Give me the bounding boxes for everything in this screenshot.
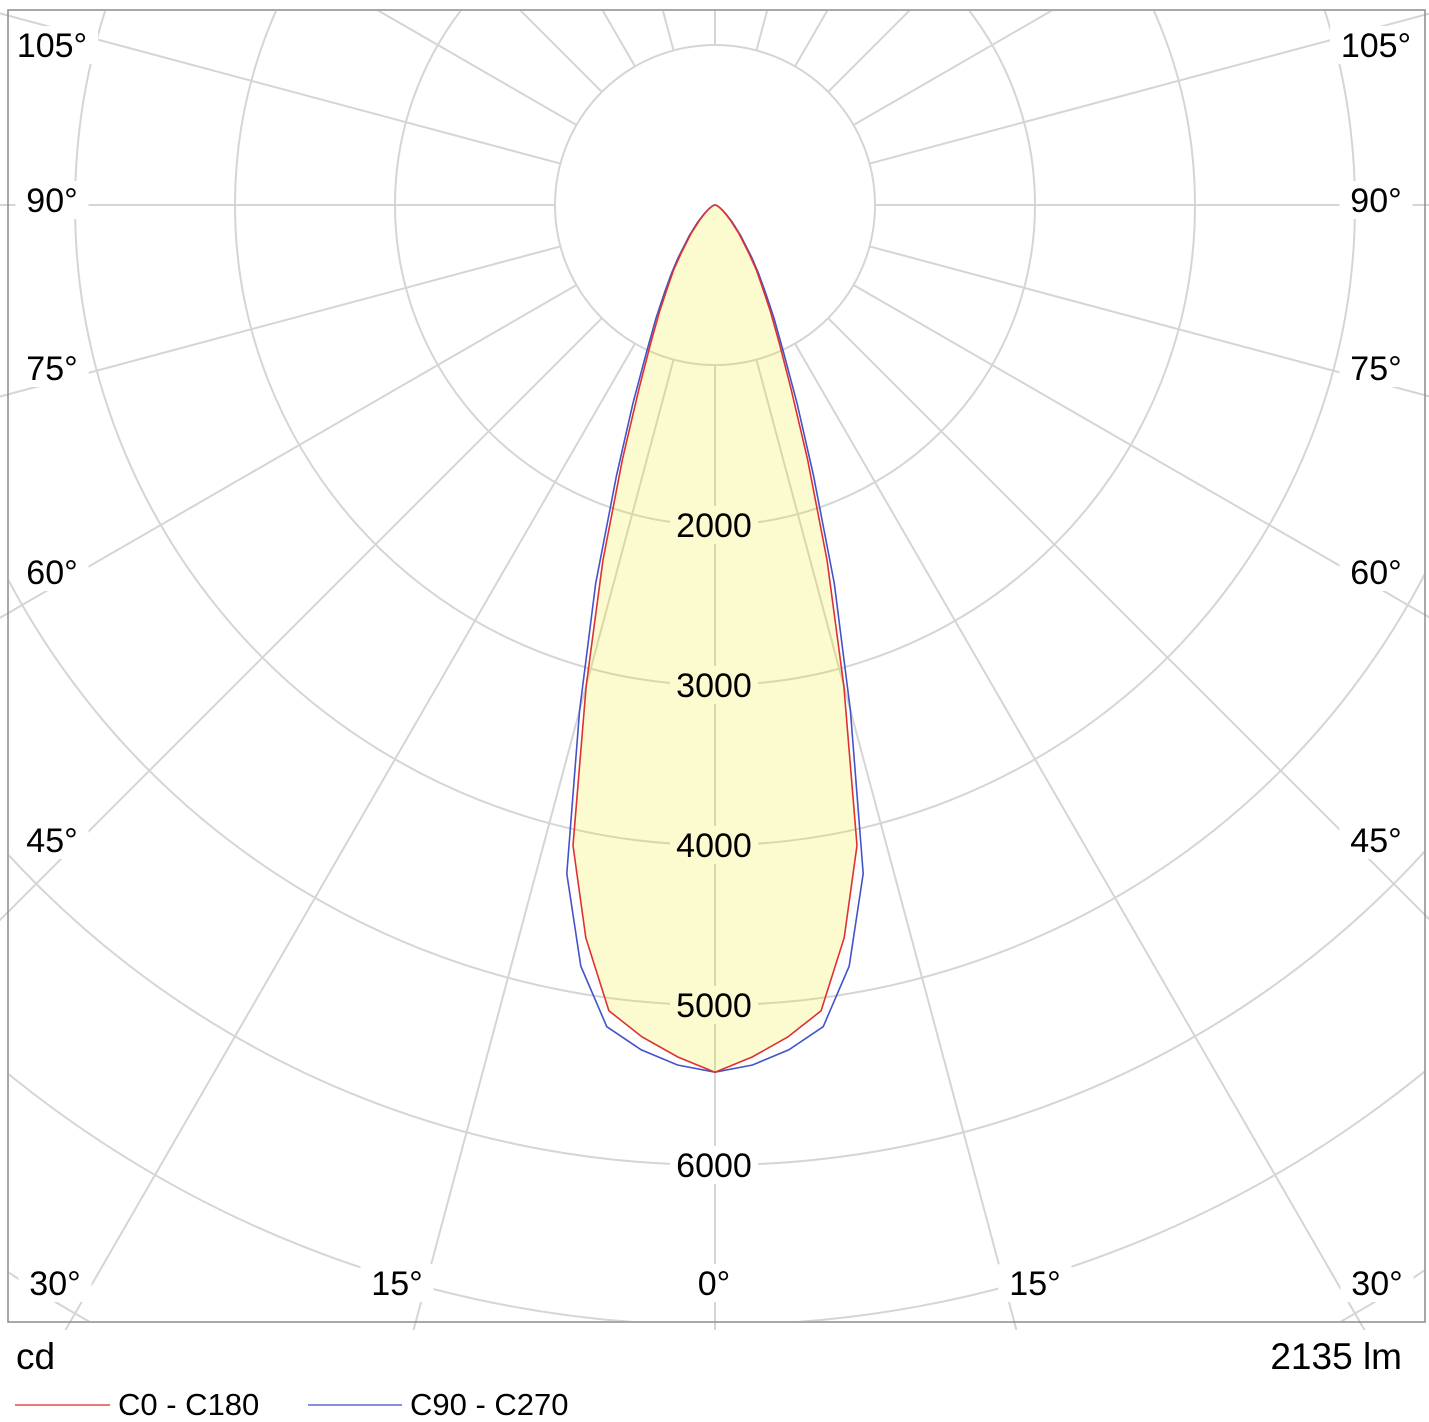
ring-value-labels: 2000 3000 4000 5000 6000 bbox=[670, 506, 758, 1185]
ring-label: 2000 bbox=[676, 507, 752, 545]
polar-chart-svg: 20003000400050006000105°90°75°60°45°105°… bbox=[0, 9, 1429, 1330]
angle-label: 90° bbox=[26, 182, 77, 220]
legend-label-c0-c180: C0 - C180 bbox=[118, 1387, 260, 1422]
curve-c0-c180 bbox=[572, 204, 858, 1074]
angle-label: 45° bbox=[26, 822, 77, 860]
angle-label: 45° bbox=[1350, 822, 1401, 860]
plot-border bbox=[7, 9, 1426, 1323]
ring-label: 4000 bbox=[676, 827, 752, 865]
angle-label: 15° bbox=[371, 1265, 422, 1303]
angle-label-backing bbox=[15, 821, 89, 859]
angle-label-backing bbox=[18, 1264, 92, 1302]
angle-label: 15° bbox=[1009, 1265, 1060, 1303]
angle-label: 60° bbox=[1350, 554, 1401, 592]
angle-label: 60° bbox=[26, 554, 77, 592]
angle-label: 105° bbox=[17, 27, 87, 65]
angle-label: 0° bbox=[698, 1265, 731, 1303]
angle-label-backing bbox=[1339, 349, 1413, 387]
angle-label: 30° bbox=[1351, 1265, 1402, 1303]
ring-label: 5000 bbox=[676, 987, 752, 1025]
angle-label-backing bbox=[15, 553, 89, 591]
angle-label-backing bbox=[1340, 1264, 1414, 1302]
angle-label-backing bbox=[15, 349, 89, 387]
angle-label: 75° bbox=[26, 350, 77, 388]
ring-label-backing bbox=[670, 986, 758, 1024]
units-label: cd bbox=[16, 1336, 56, 1377]
angle-label-backing bbox=[687, 1264, 741, 1302]
angle-label-backing bbox=[1330, 26, 1422, 64]
angle-label-backing bbox=[1339, 553, 1413, 591]
luminous-flux-value: 2135 lm bbox=[1270, 1336, 1402, 1377]
angle-label-backing bbox=[6, 26, 98, 64]
legend: C0 - C180 C90 - C270 bbox=[0, 1388, 1429, 1422]
ring-label-backing bbox=[670, 826, 758, 864]
angle-label: 30° bbox=[29, 1265, 80, 1303]
angle-label-backing bbox=[1339, 821, 1413, 859]
legend-swatch-c0-c180-line bbox=[15, 1404, 110, 1406]
ring-label-backing bbox=[670, 506, 758, 544]
angle-label-backing bbox=[998, 1264, 1072, 1302]
angle-label: 105° bbox=[1341, 27, 1411, 65]
ring-label: 6000 bbox=[676, 1147, 752, 1185]
angle-label-backing bbox=[360, 1264, 434, 1302]
ring-label-backing bbox=[670, 1146, 758, 1184]
ring-label: 3000 bbox=[676, 667, 752, 705]
polar-photometric-chart: 2000 3000 4000 5000 6000 105° 90° 75° 60° 45° 105°… bbox=[0, 9, 1429, 1330]
ring-label-backing bbox=[670, 666, 758, 704]
angle-label: 90° bbox=[1350, 182, 1401, 220]
angle-label-backing bbox=[15, 181, 89, 219]
angle-label: 75° bbox=[1350, 350, 1401, 388]
angle-label-backing bbox=[1339, 181, 1413, 219]
legend-label-c90-c270: C90 - C270 bbox=[410, 1387, 569, 1422]
legend-swatch-c90-c270-line bbox=[308, 1404, 402, 1406]
angle-tick-labels: 105° 90° 75° 60° 45° 105° 90° 75° 60° 45° 30° 15° 0°… bbox=[6, 26, 1422, 1303]
